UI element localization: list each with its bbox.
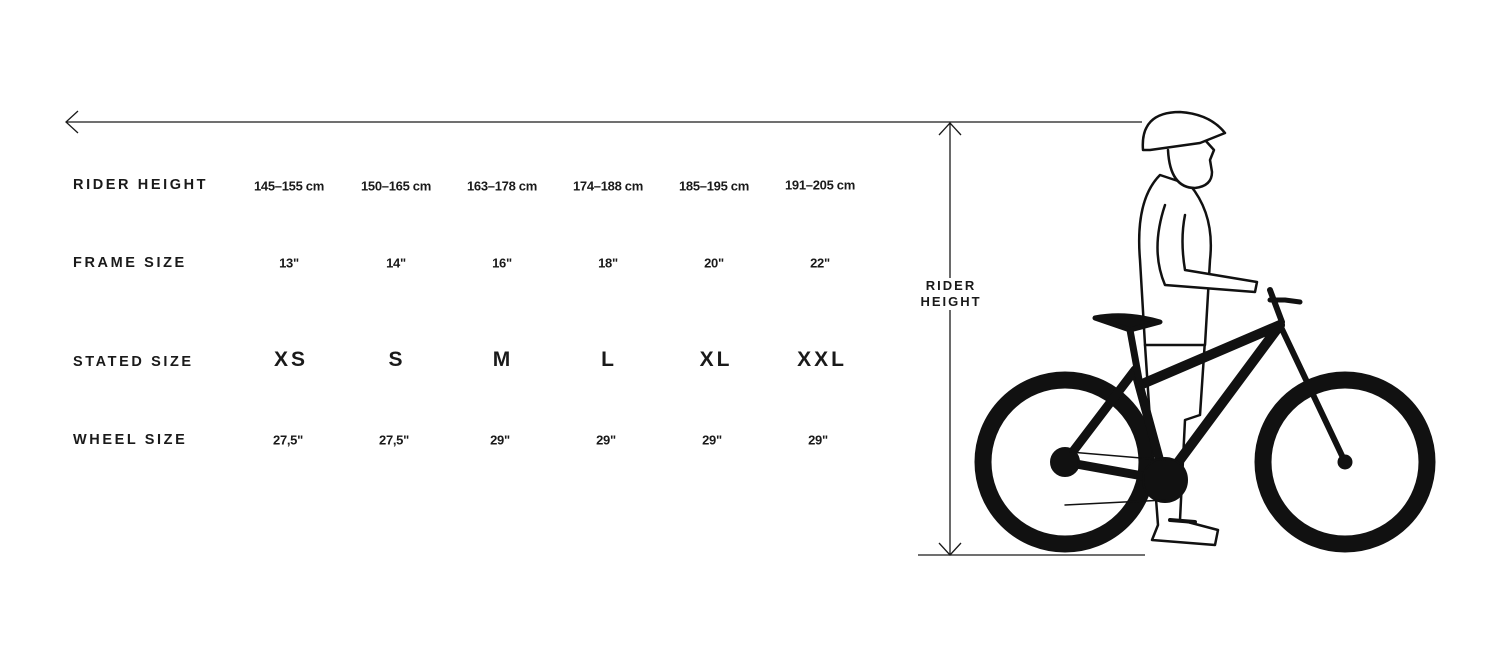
rider-height-dimension-label: RIDER HEIGHT [911, 278, 991, 310]
arrow-left-icon [65, 110, 1142, 134]
rider-height-xxl: 191–205 cm [784, 177, 855, 193]
rider-height-xl: 185–195 cm [678, 178, 749, 194]
dimension-label-line1: RIDER [925, 278, 977, 293]
wheel-size-xl: 29" [702, 432, 722, 448]
wheel-size-xs: 27,5" [273, 432, 303, 448]
rider-with-bike-icon [974, 110, 1436, 553]
rider-height-s: 150–165 cm [360, 178, 431, 194]
wheel-size-xxl: 29" [808, 432, 828, 448]
dimension-label-line2: HEIGHT [920, 294, 982, 309]
row-label-stated-size: STATED SIZE [73, 354, 194, 370]
frame-size-s: 14" [386, 255, 406, 271]
frame-size-xl: 20" [704, 255, 724, 271]
stated-size-m: M [492, 348, 514, 371]
stated-size-s: S [388, 348, 406, 371]
frame-size-xs: 13" [279, 255, 299, 271]
stated-size-xxl: XXL [797, 348, 847, 371]
stated-size-l: L [601, 348, 617, 371]
wheel-size-l: 29" [596, 432, 616, 448]
row-label-rider-height: RIDER HEIGHT [73, 177, 209, 193]
row-label-frame-size: FRAME SIZE [73, 255, 187, 271]
stated-size-xs: XS [273, 348, 308, 371]
height-dimension-line [918, 122, 1145, 556]
wheel-size-s: 27,5" [379, 432, 409, 448]
row-label-wheel-size: WHEEL SIZE [73, 432, 188, 448]
frame-size-xxl: 22" [810, 255, 830, 271]
rider-height-xs: 145–155 cm [253, 178, 324, 194]
frame-size-m: 16" [492, 255, 512, 271]
rider-height-m: 163–178 cm [466, 178, 537, 194]
rider-height-l: 174–188 cm [572, 178, 643, 194]
frame-size-l: 18" [598, 255, 618, 271]
wheel-size-m: 29" [490, 432, 510, 448]
stated-size-xl: XL [699, 348, 733, 371]
